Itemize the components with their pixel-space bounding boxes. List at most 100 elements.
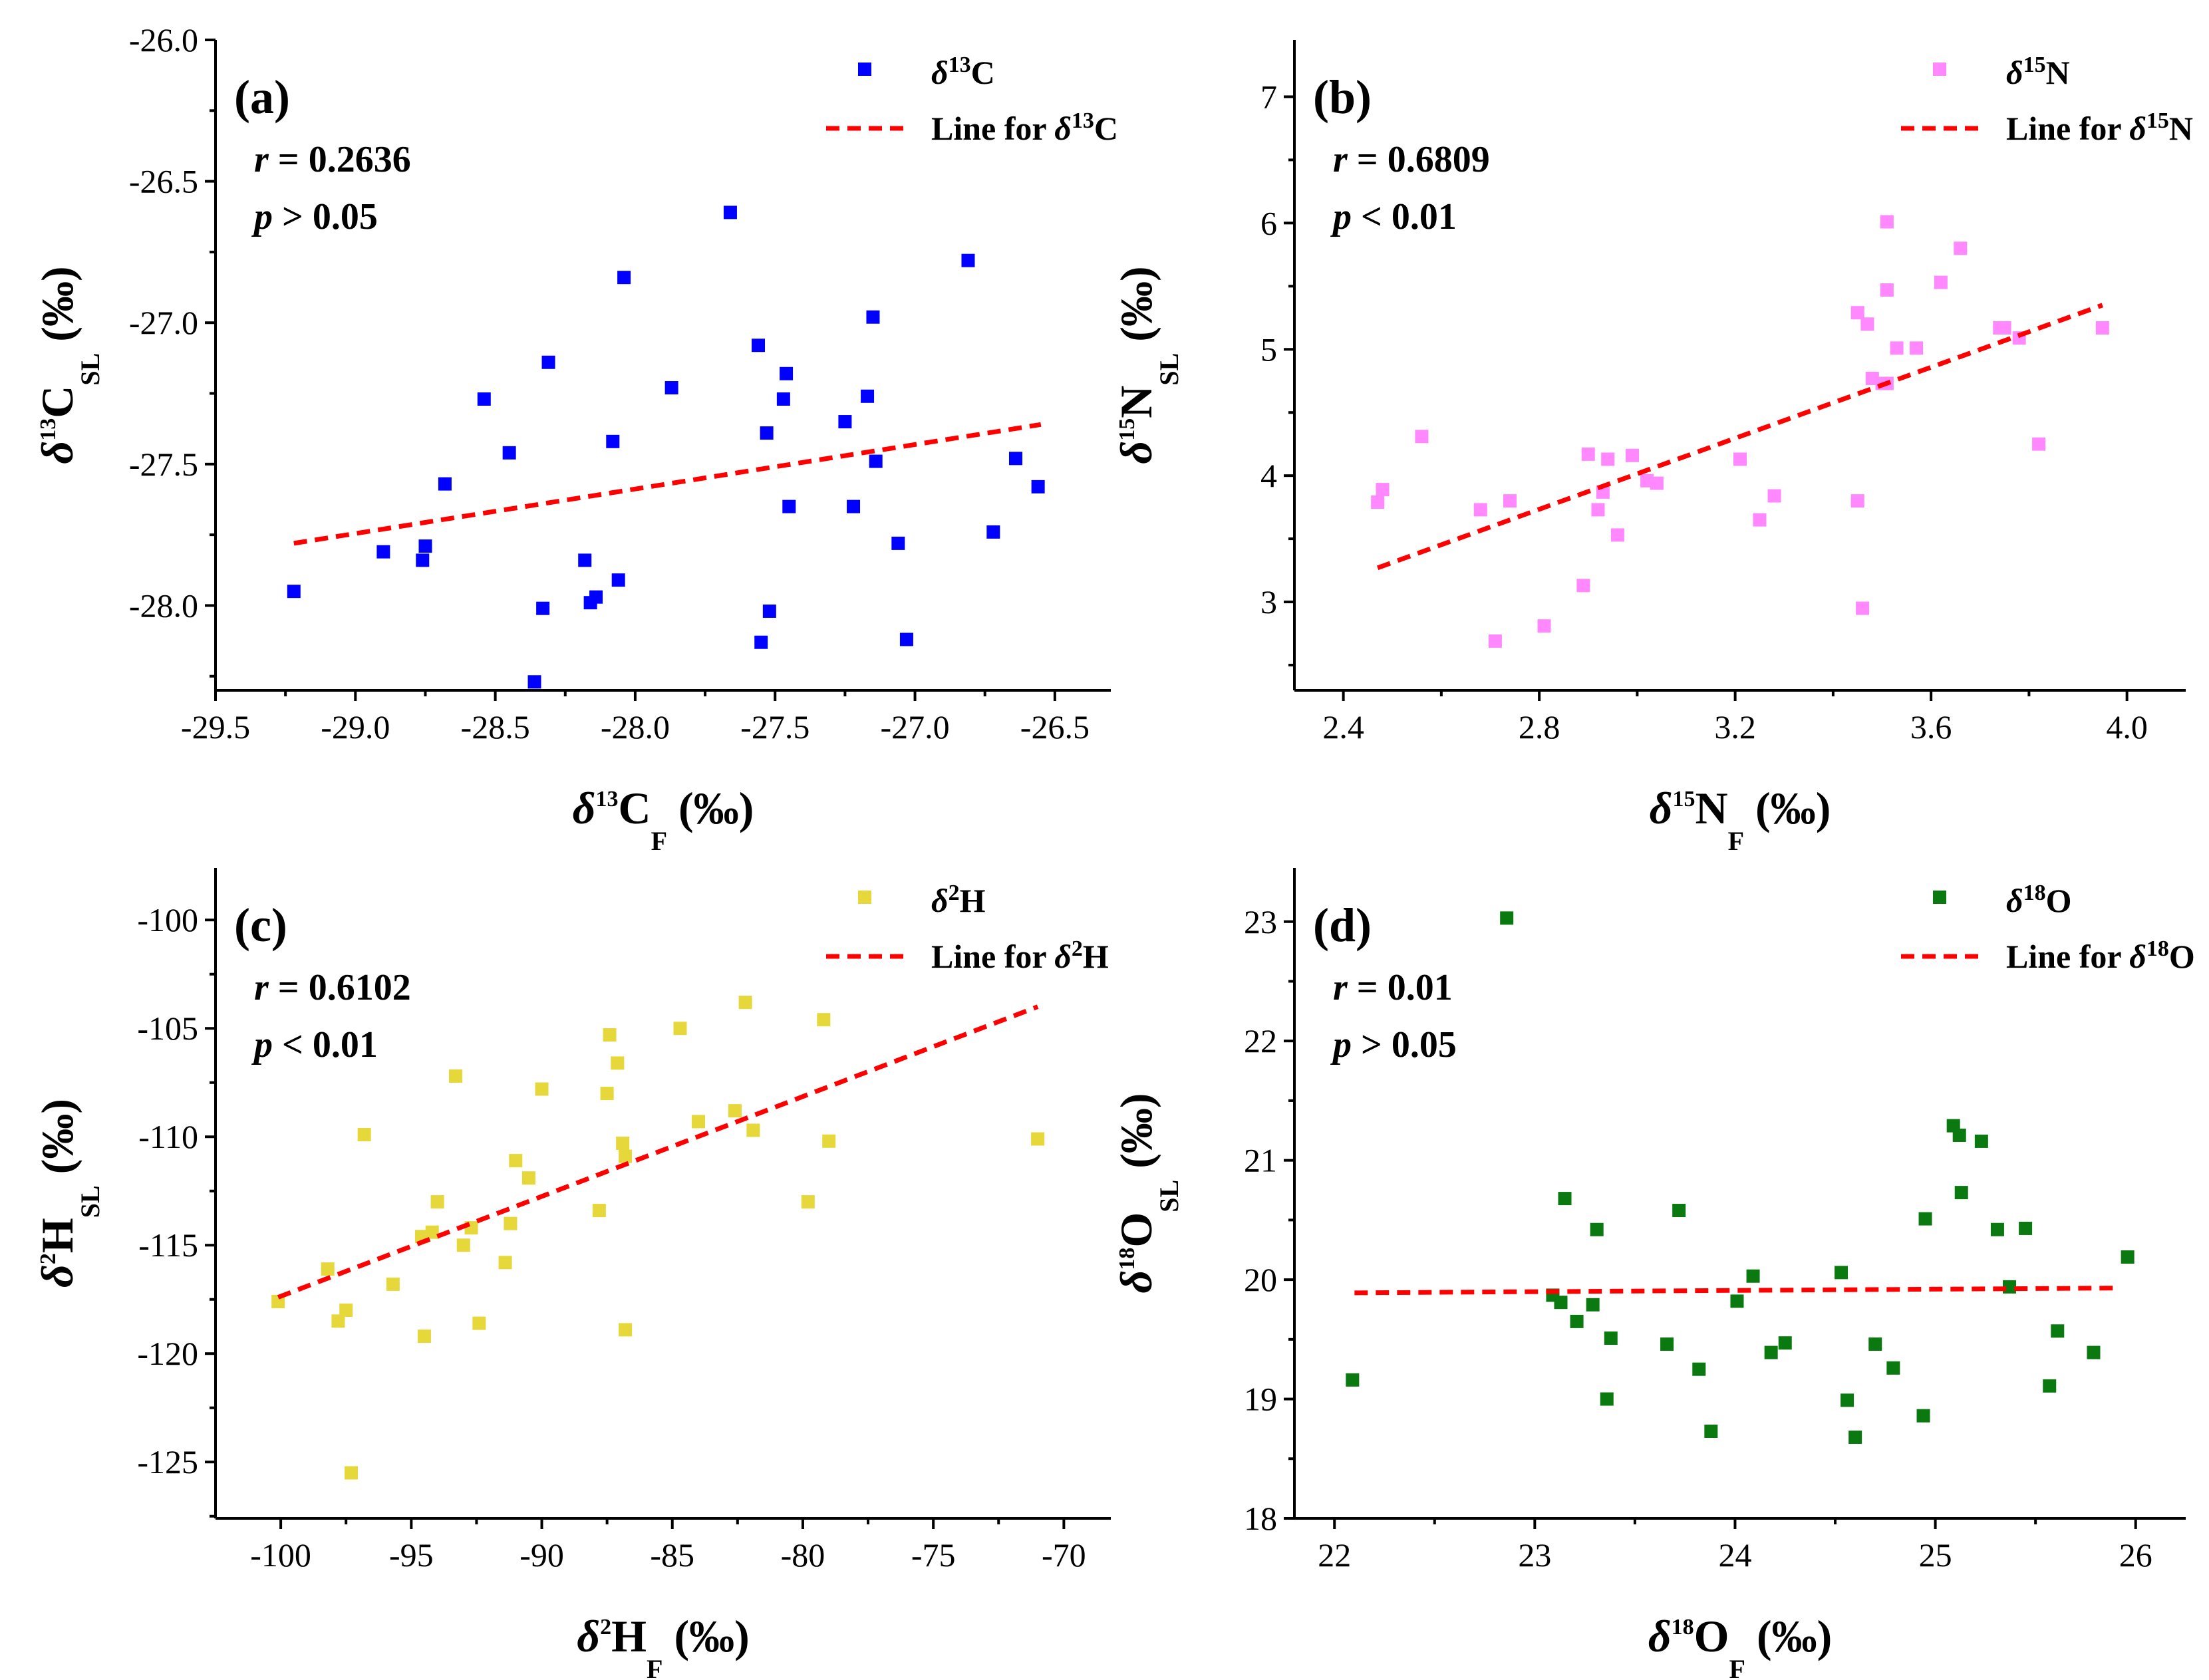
p-value: p < 0.01 [251,1024,378,1065]
data-point [673,1022,687,1036]
data-point [1601,452,1615,466]
y-axis-label: δ15NSL (‰) [1111,266,1184,464]
data-point [691,1115,705,1129]
data-point [1031,1132,1045,1146]
data-point [1591,503,1605,517]
data-point [1558,1192,1572,1206]
data-point [801,1195,815,1209]
x-tick-label: 23 [1518,1536,1551,1574]
data-point [1850,494,1864,508]
data-point [738,996,752,1010]
data-point [1997,321,2011,335]
data-point [1753,513,1767,527]
legend-marker [858,891,871,904]
data-point [376,545,390,559]
data-point [817,1013,831,1027]
regression-line [1376,303,2104,571]
data-point [780,366,794,380]
x-tick-label: 26 [2119,1536,2152,1574]
data-point [1730,1294,1744,1308]
x-tick-label: -80 [781,1536,825,1574]
legend-line-label: Line for δ13C [931,108,1118,147]
p-value: p < 0.01 [1330,196,1457,237]
data-point [1890,341,1904,355]
y-tick-label: 18 [1244,1500,1277,1537]
legend-line-label: Line for δ18O [2006,936,2195,975]
data-point [1746,1269,1760,1283]
x-tick-label: 2.4 [1322,708,1364,746]
data-point [1868,1337,1882,1351]
data-point [760,426,774,440]
x-tick-label: 22 [1318,1536,1351,1574]
x-axis-label: δ2HF (‰) [577,1611,749,1680]
data-point [498,1256,512,1270]
data-point [456,1238,470,1252]
data-point [600,1087,614,1101]
y-tick-label: 20 [1244,1261,1277,1298]
y-axis-label: δ2HSL (‰) [32,1099,105,1288]
data-point [1415,430,1429,444]
data-point [536,601,550,615]
data-point [527,675,541,689]
data-point [417,1330,431,1343]
x-tick-label: -27.0 [880,708,949,746]
data-point [1554,1296,1568,1310]
data-point [1704,1425,1718,1439]
panel-label: (a) [234,70,290,124]
data-point [1346,1373,1360,1387]
panel-d: 22 23 24 25 26 18 19 20 21 22 23 (d) r = 0.01 p > 0.0… [1111,868,2195,1680]
data-point [961,253,975,267]
y-tick-label: -28.0 [129,587,198,624]
data-point [1473,503,1487,517]
data-point [617,271,631,285]
data-point [425,1225,439,1239]
data-point [1954,1186,1968,1200]
data-point [1990,1222,2004,1236]
y-tick-label: -125 [137,1443,198,1480]
x-tick-label: 25 [1919,1536,1952,1574]
data-point [866,310,880,324]
data-point [477,392,491,406]
data-point [592,1204,606,1218]
data-point [1570,1314,1584,1328]
regression-line [277,1004,1039,1300]
data-point [1600,1392,1614,1406]
y-tick-label: 23 [1244,903,1277,940]
data-point [1841,1393,1854,1407]
y-tick-label: 5 [1260,331,1277,368]
x-tick-label: 24 [1718,1536,1751,1574]
r-value: r = 0.6102 [254,967,411,1008]
data-point [2019,1221,2033,1235]
data-point [1835,1266,1848,1280]
data-point [1848,1430,1862,1444]
y-tick-label: -26.0 [129,21,198,59]
data-point [1586,1298,1600,1312]
data-point [776,392,790,406]
data-point [1692,1362,1706,1376]
data-point [782,499,796,513]
x-tick-label: 4.0 [2106,708,2148,746]
legend-line-label: Line for δ15N [2006,108,2193,147]
data-point [504,1216,517,1230]
data-point [578,553,592,567]
data-point [869,454,883,468]
y-tick-label: 22 [1244,1022,1277,1059]
y-tick-label: -105 [137,1010,198,1047]
data-point [502,446,516,460]
data-point [619,1323,633,1337]
x-tick-label: -28.5 [461,708,530,746]
panel-label: (b) [1313,70,1372,124]
y-tick-label: 21 [1244,1142,1277,1179]
data-point [1376,483,1390,497]
y-tick-label: 6 [1260,204,1277,241]
x-axis-label: δ13CF (‰) [573,783,754,856]
data-point [1764,1345,1778,1359]
data-point [1910,341,1924,355]
y-tick-label: -115 [138,1226,198,1264]
data-point [1008,452,1022,466]
legend-series-label: δ18O [2006,881,2072,919]
x-tick-label: -100 [250,1536,311,1574]
data-point [847,499,861,513]
data-point [541,355,555,369]
